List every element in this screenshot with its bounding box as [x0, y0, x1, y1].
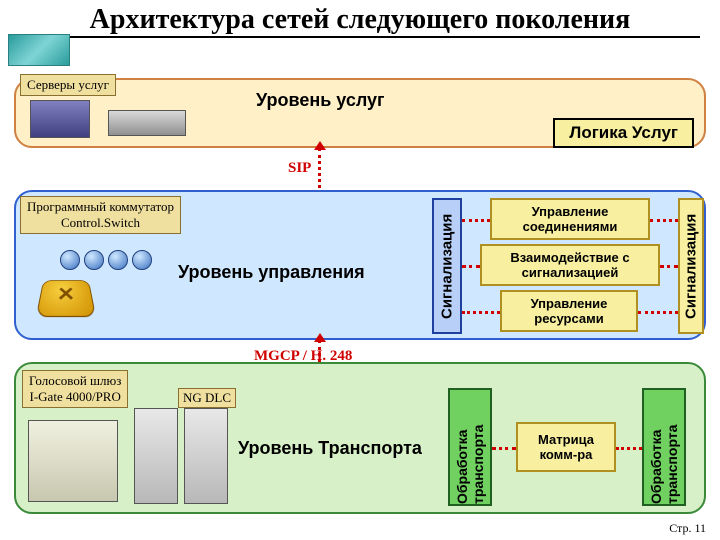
info-signalling: Взаимодействие с сигнализацией [480, 244, 660, 286]
device-server-1 [30, 100, 90, 138]
device-server-2 [108, 110, 186, 136]
dots-h1 [462, 219, 490, 222]
sig-side-right: Сигнализация [678, 198, 704, 334]
heading-services: Уровень услуг [256, 90, 385, 111]
logic-box: Логика Услуг [553, 118, 694, 148]
dots-h3r [638, 311, 678, 314]
matrix-box: Матрица комм-ра [516, 422, 616, 472]
sig-vertical: Сигнализация [432, 198, 462, 334]
slide-title: Архитектура сетей следующего поколения [20, 0, 700, 38]
connector-sip [318, 148, 321, 194]
icon-nodes [60, 250, 152, 270]
device-rack-2 [184, 408, 228, 504]
info-resources: Управление ресурсами [500, 290, 638, 332]
label-servers: Серверы услуг [20, 74, 116, 96]
proc-left: Обработка транспорта [448, 388, 492, 506]
device-gateway [28, 420, 118, 502]
dots-h2r [660, 265, 678, 268]
label-softswitch: Программный коммутатор Control.Switch [20, 196, 181, 234]
corner-decoration [8, 34, 70, 66]
heading-transport: Уровень Транспорта [238, 438, 422, 459]
label-ngdlc: NG DLC [178, 388, 236, 408]
router-icon [36, 280, 97, 317]
dots-t1 [492, 447, 516, 450]
dots-h3 [462, 311, 500, 314]
heading-control: Уровень управления [178, 262, 365, 283]
label-gateway: Голосовой шлюз I-Gate 4000/PRO [22, 370, 128, 408]
dots-h1r [650, 219, 678, 222]
info-connections: Управление соединениями [490, 198, 650, 240]
device-rack-1 [134, 408, 178, 504]
label-sip: SIP [288, 160, 311, 177]
dots-t2 [616, 447, 642, 450]
proc-right: Обработка транспорта [642, 388, 686, 506]
page-number: Стр. 11 [669, 521, 706, 536]
dots-h2 [462, 265, 480, 268]
